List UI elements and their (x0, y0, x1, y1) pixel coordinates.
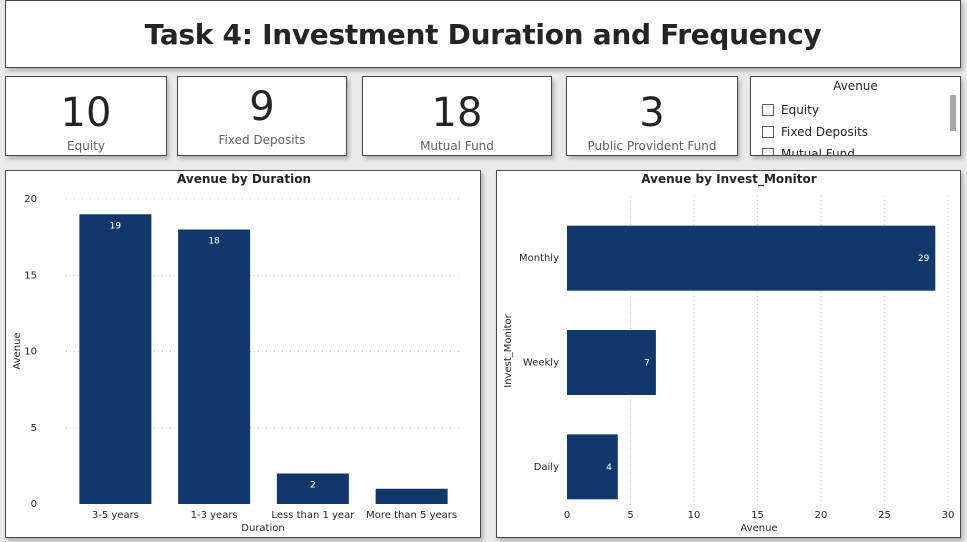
bar-1-3-years (178, 229, 251, 504)
slicer-item-equity[interactable]: Equity (762, 99, 960, 121)
y-tick-label: 15 (24, 270, 37, 281)
x-tick-label: 25 (878, 510, 891, 521)
slicer-item-label: Fixed Deposits (781, 125, 869, 139)
kpi-label: Equity (67, 139, 105, 153)
x-tick-label: 30 (942, 510, 955, 521)
x-tick-label: 0 (564, 510, 570, 521)
data-label: 4 (606, 463, 612, 473)
chart-avenue-by-duration[interactable]: Avenue by Duration 0 5 10 15 20 19 3-5 years 18 1… (5, 170, 481, 538)
kpi-card-equity[interactable]: 10 Equity (5, 76, 167, 156)
x-tick-label: 1-3 years (191, 510, 238, 521)
x-tick-label: Less than 1 year (271, 510, 355, 521)
bar-monthly (567, 225, 936, 291)
x-tick-label: 15 (751, 510, 764, 521)
kpi-card-fixed-deposits[interactable]: 9 Fixed Deposits (177, 76, 347, 156)
chart-title: Avenue by Duration (177, 172, 311, 186)
page-title-card: Task 4: Investment Duration and Frequenc… (5, 0, 961, 68)
bar-more-than-5-years (375, 488, 448, 504)
y-tick-label: 20 (24, 194, 37, 205)
avenue-slicer[interactable]: Avenue Equity Fixed Deposits Mutual Fund (750, 76, 961, 156)
kpi-value: 10 (60, 90, 112, 136)
bar-less-than-1-year (276, 473, 349, 504)
slicer-title: Avenue (833, 79, 878, 93)
y-tick-label: 5 (31, 423, 37, 434)
x-tick-label: 10 (688, 510, 701, 521)
bar-daily (567, 434, 618, 500)
checkbox-icon[interactable] (762, 148, 774, 155)
data-label: 19 (110, 221, 122, 231)
x-tick-label: 20 (815, 510, 828, 521)
chart-avenue-by-invest-monitor[interactable]: Avenue by Invest_Monitor 0 5 10 15 20 25 30 29 Mo… (496, 170, 961, 538)
y-tick-label: Weekly (523, 358, 559, 369)
kpi-label: Fixed Deposits (218, 133, 306, 147)
x-axis-title: Duration (241, 523, 284, 534)
y-tick-label: 0 (31, 499, 37, 510)
invest-monitor-bar-chart-svg: Avenue by Invest_Monitor 0 5 10 15 20 25 30 29 Mo… (503, 172, 955, 534)
chart-title: Avenue by Invest_Monitor (641, 172, 816, 187)
x-tick-label: 3-5 years (92, 510, 139, 521)
data-label: 7 (644, 359, 650, 369)
slicer-scrollbar[interactable] (950, 95, 956, 131)
kpi-card-mutual-fund[interactable]: 18 Mutual Fund (362, 76, 552, 156)
kpi-label: Public Provident Fund (587, 139, 717, 153)
bar-weekly (567, 330, 656, 395)
x-tick-label: More than 5 years (366, 510, 457, 521)
checkbox-icon[interactable] (762, 126, 774, 138)
x-tick-label: 5 (627, 510, 633, 521)
kpi-card-public-provident-fund[interactable]: 3 Public Provident Fund (566, 76, 738, 156)
kpi-value: 9 (249, 84, 275, 130)
duration-bar-chart-svg: Avenue by Duration 0 5 10 15 20 19 3-5 years 18 1… (12, 172, 461, 534)
slicer-item-label: Mutual Fund (781, 147, 855, 156)
y-axis-title: Invest_Monitor (503, 313, 514, 387)
y-axis-title: Avenue (12, 332, 23, 369)
kpi-value: 3 (639, 90, 665, 136)
slicer-item-label: Equity (781, 103, 819, 117)
data-label: 18 (208, 237, 220, 247)
y-tick-label: Daily (534, 462, 559, 473)
checkbox-icon[interactable] (762, 104, 774, 116)
data-label: 2 (310, 481, 316, 491)
y-tick-label: 10 (24, 347, 37, 358)
data-label: 29 (918, 254, 930, 264)
kpi-label: Mutual Fund (420, 139, 494, 153)
bar-3-5-years (79, 214, 152, 504)
slicer-item-mutual-fund[interactable]: Mutual Fund (762, 143, 960, 156)
kpi-value: 18 (431, 90, 483, 136)
slicer-list: Equity Fixed Deposits Mutual Fund (762, 99, 960, 156)
x-axis-title: Avenue (740, 523, 777, 534)
slicer-item-fixed-deposits[interactable]: Fixed Deposits (762, 121, 960, 143)
page-title: Task 4: Investment Duration and Frequenc… (144, 18, 822, 51)
y-tick-label: Monthly (519, 253, 559, 264)
